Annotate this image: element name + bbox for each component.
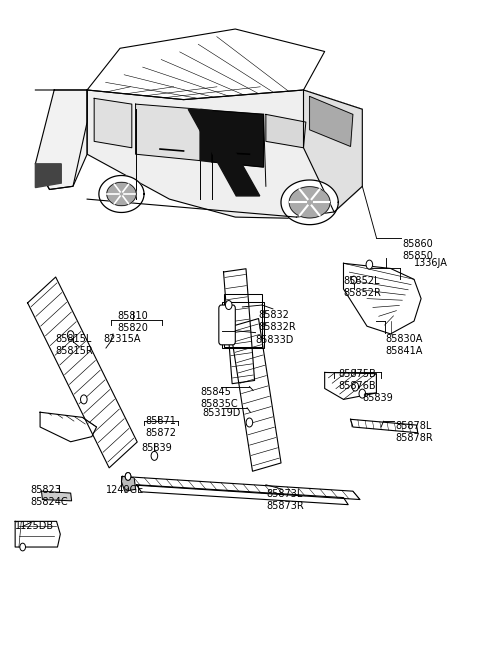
Text: 85845
85835C: 85845 85835C bbox=[200, 386, 238, 409]
Polygon shape bbox=[87, 29, 324, 100]
Polygon shape bbox=[99, 176, 144, 212]
Circle shape bbox=[67, 331, 74, 340]
Polygon shape bbox=[40, 412, 96, 441]
Polygon shape bbox=[201, 109, 212, 162]
Polygon shape bbox=[121, 476, 135, 491]
Text: 82315A: 82315A bbox=[104, 334, 141, 344]
Polygon shape bbox=[303, 90, 362, 212]
Circle shape bbox=[151, 451, 157, 460]
Circle shape bbox=[359, 389, 366, 398]
Circle shape bbox=[366, 260, 372, 269]
Bar bbox=[222, 302, 264, 348]
Text: 85871
85872: 85871 85872 bbox=[145, 416, 176, 438]
Text: 85832
85832R: 85832 85832R bbox=[259, 310, 297, 331]
Polygon shape bbox=[230, 318, 281, 471]
Polygon shape bbox=[135, 104, 200, 160]
Circle shape bbox=[125, 472, 131, 480]
Circle shape bbox=[246, 418, 252, 427]
Text: 85839: 85839 bbox=[362, 393, 393, 403]
Polygon shape bbox=[350, 419, 418, 433]
Text: 85830A
85841A: 85830A 85841A bbox=[386, 334, 423, 356]
Polygon shape bbox=[41, 491, 72, 501]
FancyBboxPatch shape bbox=[219, 305, 235, 345]
Polygon shape bbox=[136, 485, 348, 504]
Circle shape bbox=[352, 382, 359, 391]
Text: 85860
85850: 85860 85850 bbox=[402, 239, 433, 261]
Text: 1249GE: 1249GE bbox=[106, 485, 144, 495]
Text: 85319D: 85319D bbox=[203, 408, 241, 419]
Polygon shape bbox=[87, 90, 362, 218]
Bar bbox=[224, 294, 262, 346]
Text: 1125DB: 1125DB bbox=[15, 521, 54, 531]
Polygon shape bbox=[94, 98, 132, 148]
Text: 85878L
85878R: 85878L 85878R bbox=[395, 421, 433, 443]
Polygon shape bbox=[36, 164, 61, 187]
Text: 85810
85820: 85810 85820 bbox=[117, 311, 148, 333]
Circle shape bbox=[81, 395, 87, 404]
Polygon shape bbox=[212, 111, 264, 167]
Text: 85873L
85873R: 85873L 85873R bbox=[266, 489, 304, 512]
Text: 85823
85824C: 85823 85824C bbox=[31, 485, 68, 508]
Polygon shape bbox=[122, 476, 360, 500]
Polygon shape bbox=[344, 263, 421, 334]
Text: 85852L
85852R: 85852L 85852R bbox=[344, 276, 382, 298]
Text: 85815L
85815R: 85815L 85815R bbox=[56, 334, 93, 356]
Text: 1336JA: 1336JA bbox=[414, 258, 448, 268]
Polygon shape bbox=[15, 521, 60, 547]
Polygon shape bbox=[289, 187, 330, 218]
Polygon shape bbox=[224, 269, 254, 384]
Polygon shape bbox=[324, 373, 376, 400]
Polygon shape bbox=[36, 90, 87, 189]
Circle shape bbox=[226, 301, 232, 310]
Circle shape bbox=[125, 472, 131, 480]
Polygon shape bbox=[281, 180, 338, 225]
Polygon shape bbox=[107, 182, 136, 206]
Polygon shape bbox=[28, 277, 137, 468]
Polygon shape bbox=[266, 115, 306, 148]
Circle shape bbox=[351, 276, 357, 284]
Text: 85839: 85839 bbox=[141, 443, 172, 453]
Text: 85833D: 85833D bbox=[255, 335, 294, 345]
Polygon shape bbox=[310, 96, 353, 147]
Circle shape bbox=[20, 543, 25, 551]
Polygon shape bbox=[188, 109, 260, 196]
Text: 85875B
85876B: 85875B 85876B bbox=[339, 369, 376, 391]
